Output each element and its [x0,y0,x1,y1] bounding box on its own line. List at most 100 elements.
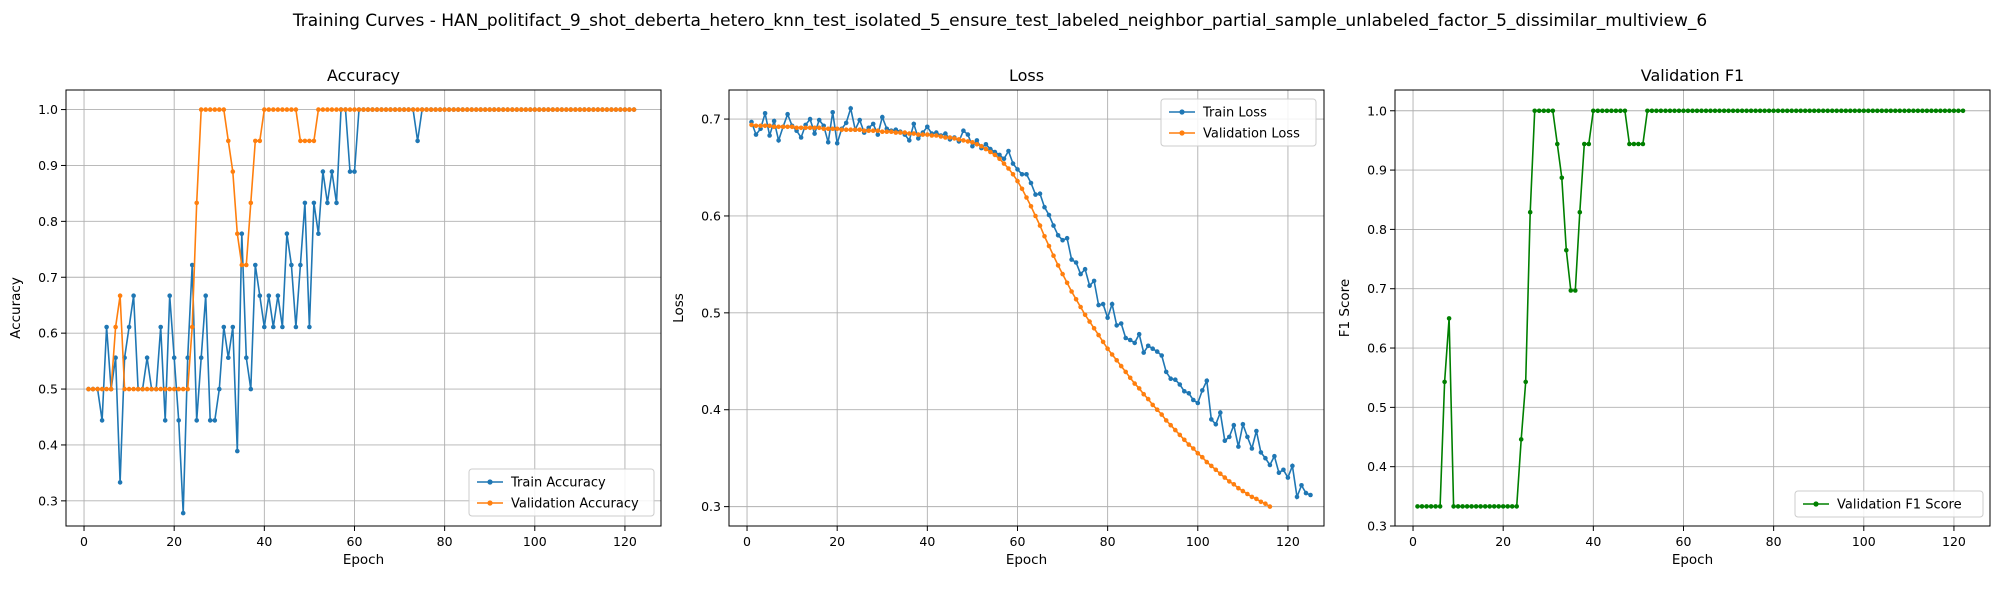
accuracy-data-point [487,107,493,112]
accuracy-data-point [433,107,438,112]
f1-data-point [1708,108,1713,114]
loss-legend-marker [1179,130,1185,136]
accuracy-data-point [280,107,285,112]
loss-data-point [1123,335,1128,341]
accuracy-subplot: Accuracy Epoch Accuracy Train Accuracy Va… [8,66,662,568]
f1-data-point [1951,108,1957,114]
loss-data-point [749,122,754,128]
loss-data-point [753,123,759,129]
accuracy-data-point [356,107,362,112]
accuracy-data-point [275,107,281,112]
accuracy-data-point [226,355,231,361]
loss-xtick-label: 120 [1276,534,1300,549]
f1-data-point [1523,379,1528,385]
loss-data-point [830,110,835,115]
loss-data-point [898,130,903,135]
loss-data-point [1263,455,1268,461]
accuracy-data-point [167,386,172,392]
loss-data-point [1073,297,1079,302]
loss-data-point [916,132,921,137]
accuracy-data-point [86,386,91,392]
loss-data-point [907,138,912,143]
accuracy-data-point [370,107,375,112]
loss-data-point [916,136,921,141]
accuracy-data-point [104,324,109,330]
loss-axes-frame [728,89,1325,527]
accuracy-data-point [464,107,470,112]
accuracy-data-point [510,107,515,112]
loss-data-point [1105,346,1110,352]
loss-data-point [1105,315,1110,321]
loss-data-point [1267,462,1273,468]
f1-data-point [1618,108,1623,114]
f1-data-point [1636,141,1641,147]
f1-data-point [1500,504,1506,509]
accuracy-data-point [108,386,114,392]
loss-subplot: Loss Epoch Loss Train Loss Validation Los… [671,66,1325,568]
accuracy-data-point [180,510,186,516]
f1-data-point [1929,108,1934,114]
loss-data-point [965,132,971,137]
loss-data-point [834,126,840,132]
loss-data-point [1091,278,1097,284]
accuracy-data-point [415,107,420,112]
accuracy-data-point [271,107,276,112]
f1-data-point [1879,108,1885,114]
accuracy-data-point [613,107,619,112]
accuracy-series-1 [86,107,637,392]
accuracy-data-point [415,138,420,144]
f1-data-point [1676,108,1682,114]
accuracy-axes-frame [65,89,662,527]
loss-title: Loss [1009,66,1044,85]
f1-data-point [1681,108,1686,114]
loss-data-point [816,117,822,123]
f1-series-0 [1415,108,1966,509]
accuracy-data-point [424,107,429,112]
loss-data-point [1019,172,1025,177]
f1-data-point [1613,108,1619,114]
accuracy-ylabel: Accuracy [8,277,24,339]
accuracy-data-point [198,355,204,361]
f1-data-point [1478,504,1483,509]
loss-data-point [1001,156,1007,162]
accuracy-data-point [528,107,533,112]
loss-data-point [875,128,881,133]
accuracy-data-point [600,107,605,112]
accuracy-data-point [397,107,402,112]
accuracy-data-point [284,231,290,236]
f1-data-point [1600,108,1605,114]
loss-data-point [1109,301,1115,307]
loss-data-point [798,135,804,140]
loss-data-point [1127,375,1133,381]
accuracy-title: Accuracy [327,66,400,85]
loss-data-point [974,138,980,143]
f1-data-point [1771,108,1776,114]
loss-data-point [1308,492,1313,498]
loss-data-point [1263,501,1268,507]
loss-data-point [848,106,853,111]
f1-data-point [1672,108,1677,114]
loss-data-point [1123,369,1128,375]
accuracy-data-point [537,107,542,112]
accuracy-data-point [226,138,231,144]
loss-data-point [866,128,871,133]
loss-data-point [753,132,759,137]
loss-data-point [988,149,993,155]
loss-data-point [1078,304,1083,310]
accuracy-xtick-label: 20 [166,534,182,549]
loss-data-point [979,143,984,149]
loss-data-point [1150,402,1155,408]
accuracy-data-point [320,169,326,174]
accuracy-data-point [153,386,159,392]
loss-data-point [1154,349,1160,354]
f1-data-point [1428,504,1434,509]
accuracy-data-point [298,262,303,268]
accuracy-data-point [122,386,127,392]
loss-data-point [997,152,1002,158]
loss-data-point [1087,319,1092,324]
loss-data-point [880,114,885,120]
f1-data-point [1730,108,1736,114]
f1-data-point [1609,108,1614,114]
accuracy-data-point [162,418,168,423]
accuracy-data-point [158,324,163,330]
